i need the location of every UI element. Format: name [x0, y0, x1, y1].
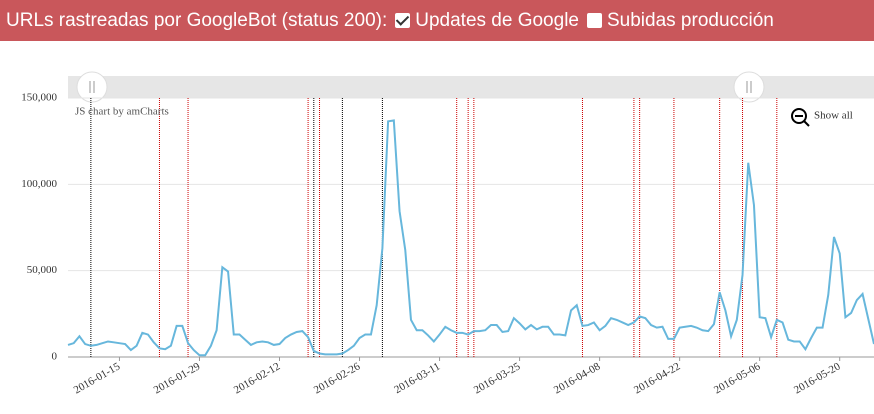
- legend-checkbox[interactable]: [586, 13, 602, 28]
- data-line: [67, 119, 874, 357]
- y-tick-label: 100,000: [21, 178, 57, 190]
- x-tick-label: 2016-04-22: [632, 360, 682, 396]
- y-tick-label: 150,000: [21, 92, 57, 104]
- x-tick-label: 2016-02-12: [232, 360, 282, 396]
- header: URLs rastreadas por GoogleBot (status 20…: [0, 0, 874, 41]
- x-tick-label: 2016-05-20: [792, 360, 843, 396]
- x-tick-label: 2016-03-11: [392, 360, 442, 396]
- zoom-icon: [803, 120, 810, 127]
- x-tick-label: 2016-01-29: [152, 360, 203, 396]
- scroll-handle[interactable]: [76, 71, 108, 103]
- y-tick-label: 50,000: [27, 264, 58, 276]
- y-tick-label: 0: [52, 351, 58, 363]
- zoom-icon[interactable]: [791, 108, 807, 124]
- scroll-handle[interactable]: [733, 71, 765, 103]
- scrollbar[interactable]: [68, 76, 874, 98]
- x-tick-label: 2016-02-26: [312, 360, 363, 396]
- x-tick-label: 2016-04-08: [552, 360, 603, 396]
- show-all-button[interactable]: Show all: [814, 110, 853, 122]
- legend-label[interactable]: Updates de Google: [415, 9, 579, 31]
- legend-checkbox[interactable]: [395, 13, 411, 28]
- plot: 0 50,000 100,000 150,000 2016-01-15 2016-01-2…: [21, 92, 874, 396]
- legend-label[interactable]: Subidas producción: [606, 9, 774, 31]
- x-tick-label: 2016-01-15: [72, 360, 123, 396]
- x-tick-label: 2016-05-06: [712, 360, 763, 396]
- watermark: JS chart by amCharts: [75, 106, 169, 118]
- header-title: URLs rastreadas por GoogleBot (status 20…: [6, 9, 388, 31]
- x-tick-label: 2016-03-25: [472, 360, 523, 396]
